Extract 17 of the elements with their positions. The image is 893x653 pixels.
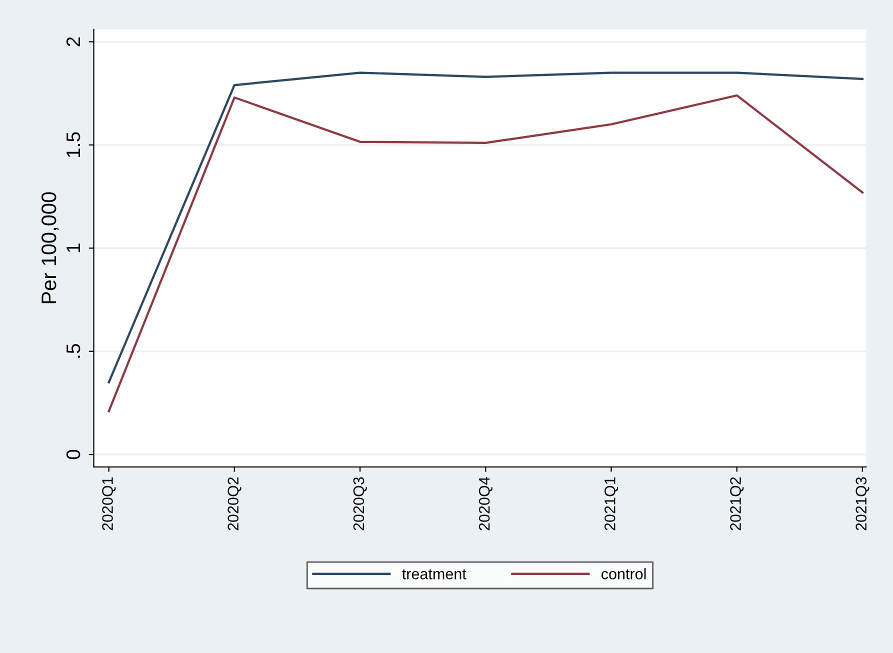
legend-label: treatment xyxy=(402,569,466,580)
x-tick-label: 2020Q4 xyxy=(478,477,492,530)
x-tick-label: 2021Q3 xyxy=(856,477,870,530)
x-tick-label: 2020Q1 xyxy=(102,477,116,530)
y-tick-label: .5 xyxy=(66,344,80,358)
x-tick-label: 2020Q3 xyxy=(353,477,367,530)
y-tick-label: 0 xyxy=(66,450,80,460)
legend-label: control xyxy=(602,568,646,580)
y-tick-label: 1.5 xyxy=(66,132,80,157)
line-series xyxy=(108,72,864,384)
x-tick-label: 2020Q2 xyxy=(228,477,242,530)
line-series xyxy=(108,94,864,412)
y-tick-label: 2 xyxy=(66,37,80,46)
x-tick-label: 2021Q1 xyxy=(604,477,618,530)
x-tick-label: 2021Q2 xyxy=(730,477,744,530)
y-axis-title: Per 100,000 xyxy=(41,192,59,304)
y-tick-label: 1 xyxy=(66,244,80,252)
